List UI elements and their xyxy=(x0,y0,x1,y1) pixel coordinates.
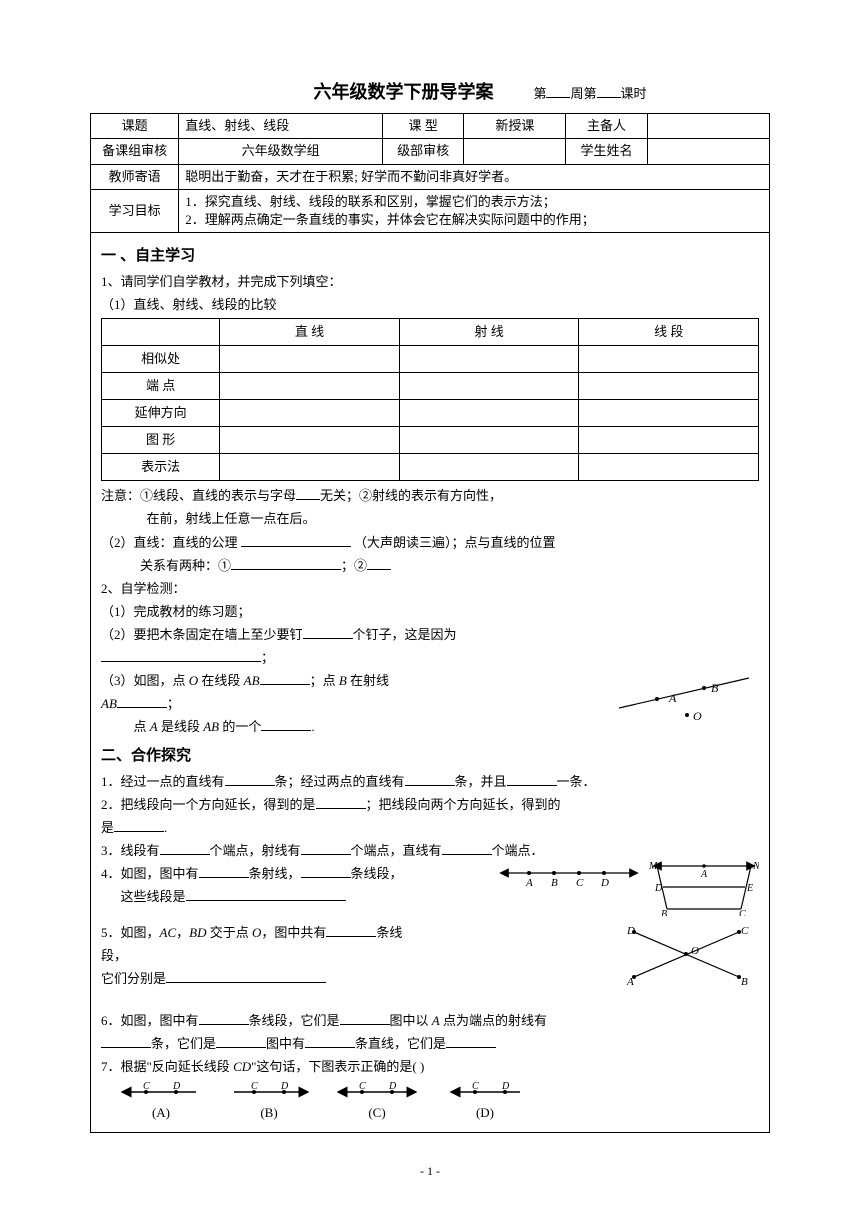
svg-text:C: C xyxy=(251,1082,258,1092)
svg-text:N: N xyxy=(752,861,759,872)
sec1-p1-2: （2）直线：直线的公理 （大声朗读三遍）；点与直线的位置 xyxy=(101,532,759,554)
svg-text:D: D xyxy=(388,1082,397,1092)
value-student xyxy=(647,139,769,164)
sec1-p2-2: （2）要把木条固定在墙上至少要钉个钉子，这是因为 xyxy=(101,624,759,646)
cmp-r4: 图 形 xyxy=(102,427,220,454)
figure-q4-triangle: M A N D E B C xyxy=(649,861,759,916)
label-review: 备课组审核 xyxy=(91,139,179,164)
label-motto: 教师寄语 xyxy=(91,164,179,189)
svg-text:O: O xyxy=(691,945,699,957)
svg-text:D: D xyxy=(501,1082,510,1092)
q2b: 是. xyxy=(101,817,759,839)
page-number: - 1 - xyxy=(90,1163,770,1180)
label-B: B xyxy=(711,681,719,695)
sec1-p2: 2、自学检测： xyxy=(101,578,759,600)
svg-text:B: B xyxy=(661,909,667,916)
svg-text:C: C xyxy=(576,877,584,888)
label-topic: 课题 xyxy=(91,114,179,139)
cmp-r2: 端 点 xyxy=(102,373,220,400)
q7: 7．根据"反向延长线段 CD"这句话，下图表示正确的是( ) xyxy=(101,1056,759,1078)
svg-text:M: M xyxy=(649,861,658,872)
svg-text:D: D xyxy=(280,1082,289,1092)
value-topic: 直线、射线、线段 xyxy=(179,114,383,139)
cmp-r5: 表示法 xyxy=(102,454,220,481)
q1: 1．经过一点的直线有条；经过两点的直线有条，并且一条． xyxy=(101,771,759,793)
value-dept xyxy=(464,139,566,164)
svg-text:C: C xyxy=(472,1082,479,1092)
svg-text:E: E xyxy=(746,883,753,894)
svg-text:C: C xyxy=(359,1082,366,1092)
value-motto: 聪明出于勤奋，天才在于积累; 好学而不勤问非真好学者。 xyxy=(179,164,770,189)
figure-point-line: A B O xyxy=(609,670,759,725)
period-label: 第周第课时 xyxy=(533,84,646,103)
meta-row-2: 备课组审核 六年级数学组 级部审核 学生姓名 xyxy=(91,139,770,164)
page-title: 六年级数学下册导学案 xyxy=(313,80,493,105)
meta-row-3: 教师寄语 聪明出于勤奋，天才在于积累; 好学而不勤问非真好学者。 xyxy=(91,164,770,189)
content-body: 一 、自主学习 1、请同学们自学教材，并完成下列填空： （1）直线、射线、线段的… xyxy=(91,233,770,1133)
sec1-p2-2c: ； xyxy=(101,647,759,669)
main-table: 课题 直线、射线、线段 课 型 新授课 主备人 备课组审核 六年级数学组 级部审… xyxy=(90,113,770,1133)
svg-text:C: C xyxy=(143,1082,150,1092)
section-2-title: 二、合作探究 xyxy=(101,743,759,769)
svg-text:D: D xyxy=(600,877,609,888)
q7-options: C D (A) C D (B) xyxy=(101,1082,759,1124)
value-type: 新授课 xyxy=(464,114,566,139)
figure-q5: A B C D O xyxy=(619,922,759,987)
q3: 3．线段有个端点，射线有个端点，直线有个端点． xyxy=(101,840,759,862)
q6: 6．如图，图中有条线段，它们是图中以 A 点为端点的射线有 xyxy=(101,1010,759,1032)
svg-text:C: C xyxy=(739,909,746,916)
option-c: C D (C) xyxy=(337,1082,417,1124)
label-student: 学生姓名 xyxy=(566,139,647,164)
svg-text:D: D xyxy=(654,883,663,894)
cmp-h-seg: 线 段 xyxy=(579,318,759,345)
option-a: C D (A) xyxy=(121,1082,201,1124)
label-author: 主备人 xyxy=(566,114,647,139)
sec1-note: 注意：①线段、直线的表示与字母无关；②射线的表示有方向性， xyxy=(101,485,759,507)
label-dept: 级部审核 xyxy=(382,139,463,164)
label-type: 课 型 xyxy=(382,114,463,139)
sec1-p1: 1、请同学们自学教材，并完成下列填空： xyxy=(101,271,759,293)
value-goals: 1．探究直线、射线、线段的联系和区别，掌握它们的表示方法； 2．理解两点确定一条… xyxy=(179,189,770,232)
sec1-p2-1: （1）完成教材的练习题； xyxy=(101,601,759,623)
cmp-h-line: 直 线 xyxy=(220,318,400,345)
svg-text:B: B xyxy=(551,877,558,888)
sec1-p1-1: （1）直线、射线、线段的比较 xyxy=(101,294,759,316)
svg-text:D: D xyxy=(626,925,635,937)
section-1-title: 一 、自主学习 xyxy=(101,243,759,269)
cmp-r3: 延伸方向 xyxy=(102,400,220,427)
cmp-r1: 相似处 xyxy=(102,345,220,372)
svg-text:C: C xyxy=(741,925,749,937)
meta-row-4: 学习目标 1．探究直线、射线、线段的联系和区别，掌握它们的表示方法； 2．理解两… xyxy=(91,189,770,232)
svg-text:A: A xyxy=(626,976,634,987)
value-review: 六年级数学组 xyxy=(179,139,383,164)
label-O: O xyxy=(693,709,702,723)
sec1-note2: 在前，射线上任意一点在后。 xyxy=(101,508,759,530)
q2: 2．把线段向一个方向延长，得到的是；把线段向两个方向延长，得到的 xyxy=(101,794,759,816)
page-header: 六年级数学下册导学案 第周第课时 xyxy=(90,80,770,105)
label-goals: 学习目标 xyxy=(91,189,179,232)
sec1-p1-2c: 关系有两种：①；② xyxy=(101,555,759,577)
svg-text:B: B xyxy=(741,976,748,987)
value-author xyxy=(647,114,769,139)
figure-q4-line: A B C D xyxy=(499,863,639,888)
comparison-table: 直 线 射 线 线 段 相似处 端 点 延伸方向 图 形 表示法 xyxy=(101,318,759,482)
svg-text:A: A xyxy=(525,877,533,888)
label-A: A xyxy=(668,691,677,705)
meta-row-1: 课题 直线、射线、线段 课 型 新授课 主备人 xyxy=(91,114,770,139)
option-b: C D (B) xyxy=(229,1082,309,1124)
option-d: C D (D) xyxy=(445,1082,525,1124)
cmp-h-ray: 射 线 xyxy=(399,318,579,345)
svg-text:D: D xyxy=(172,1082,181,1092)
q6b: 条，它们是图中有条直线，它们是 xyxy=(101,1033,759,1055)
svg-text:A: A xyxy=(700,869,708,880)
